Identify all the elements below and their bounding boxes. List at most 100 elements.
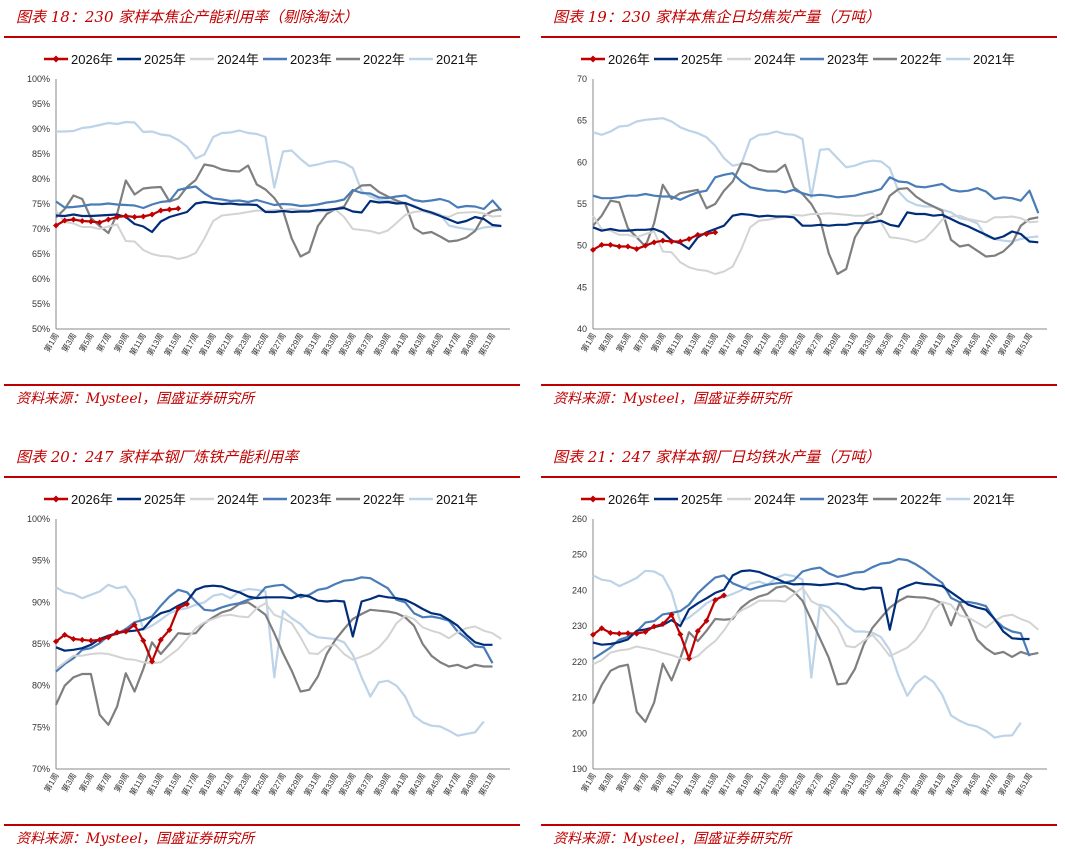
- series-point-2026: [105, 634, 112, 641]
- source-note: 资料来源：Mysteel，国盛证券研究所: [16, 831, 255, 847]
- legend-label-2024: 2024年: [754, 52, 796, 67]
- chart-panel-hot-metal: 图表 21：247 家样本钢厂日均铁水产量（万吨） 190 200 210 220 23…: [541, 440, 1061, 866]
- x-tick-label: 第7周: [631, 771, 650, 794]
- series-point-2026: [677, 631, 684, 638]
- series-point-2026: [105, 216, 112, 223]
- x-tick-label: 第9周: [649, 331, 668, 354]
- title-rule: [541, 476, 1057, 478]
- x-tick-label: 第3周: [596, 771, 615, 794]
- series-point-2026: [122, 213, 129, 219]
- legend-label-2022: 2022年: [900, 492, 942, 507]
- series-line-2023: [55, 576, 494, 673]
- series-point-2026: [703, 617, 710, 624]
- y-tick-label: 190: [572, 764, 587, 774]
- y-tick-label: 65%: [32, 249, 50, 259]
- series-point-2026: [703, 231, 710, 237]
- y-tick-label: 90%: [32, 124, 50, 134]
- series-line-2025: [592, 569, 1030, 646]
- series-line-2025: [55, 199, 502, 234]
- series-point-2026: [79, 218, 86, 224]
- x-tick-label: 第7周: [631, 331, 650, 354]
- source-rule: [4, 824, 520, 826]
- legend-label-2024: 2024年: [217, 52, 259, 67]
- y-tick-label: 70: [577, 74, 587, 84]
- x-tick-label: 第7周: [94, 331, 113, 354]
- series-point-2026: [686, 236, 693, 242]
- y-tick-label: 50%: [32, 324, 50, 334]
- chart-ironmaking-utilization: 70%75%80%85%90%95%100%第1周 第3周 第5周 第7周 第9周第11…: [27, 492, 510, 798]
- chart-panel-capacity-coking: 图表 18：230 家样本焦企产能利用率（剔除淘汰） 50% 55% 60% 65% 7…: [4, 0, 524, 426]
- legend-label-2021: 2021年: [973, 52, 1015, 67]
- series-point-2026: [96, 219, 103, 226]
- series-point-2026: [659, 237, 666, 244]
- series-point-2026: [122, 628, 129, 635]
- series-point-2026: [70, 216, 77, 223]
- legend-marker-2026: [589, 495, 597, 503]
- legend-label-2022: 2022年: [363, 52, 405, 67]
- chart-panel-coke-output: 图表 19：230 家样本焦企日均焦炭产量（万吨） 40 45 50 55 60 65 70…: [541, 0, 1061, 426]
- y-tick-label: 95%: [32, 556, 50, 566]
- legend-label-2023: 2023年: [290, 492, 332, 507]
- x-tick-label: 第9周: [112, 771, 131, 794]
- y-tick-label: 75%: [32, 199, 50, 209]
- series-point-2026: [166, 626, 173, 633]
- y-tick-label: 220: [572, 657, 587, 667]
- series-point-2026: [149, 211, 156, 218]
- legend-marker-2026: [52, 55, 60, 63]
- x-tick-label: 第9周: [649, 771, 668, 794]
- legend-label-2026: 2026年: [608, 492, 650, 507]
- chart-panel-ironmaking-capacity: 图表 20：247 家样本钢厂炼铁产能利用率 70% 75% 80% 85% 90% 95…: [4, 440, 524, 866]
- series-point-2026: [607, 241, 614, 248]
- legend-label-2026: 2026年: [71, 52, 113, 67]
- series-point-2026: [157, 207, 164, 214]
- y-tick-label: 210: [572, 693, 587, 703]
- series-point-2026: [53, 222, 59, 229]
- legend-label-2025: 2025年: [144, 492, 186, 507]
- y-tick-label: 260: [572, 514, 587, 524]
- x-tick-label: 第3周: [596, 331, 615, 354]
- legend-label-2022: 2022年: [363, 492, 405, 507]
- series-point-2026: [633, 630, 640, 637]
- legend-label-2023: 2023年: [290, 52, 332, 67]
- series-point-2026: [616, 243, 623, 250]
- series-point-2026: [659, 621, 666, 627]
- series-point-2026: [87, 218, 94, 225]
- series-point-2026: [624, 630, 631, 637]
- source-rule: [541, 384, 1057, 386]
- y-tick-label: 80%: [32, 681, 50, 691]
- figure-title: 图表 19：230 家样本焦企日均焦炭产量（万吨）: [553, 8, 881, 26]
- x-tick-label: 第5周: [77, 331, 96, 354]
- series-point-2026: [590, 631, 596, 638]
- series-point-2026: [720, 592, 727, 599]
- series-point-2026: [70, 636, 77, 642]
- series-point-2026: [131, 214, 138, 220]
- series-point-2026: [694, 231, 701, 238]
- x-tick-label: 第51周: [1013, 331, 1034, 358]
- series-point-2026: [175, 205, 182, 212]
- y-tick-label: 55: [577, 199, 587, 209]
- series-point-2026: [114, 214, 121, 220]
- source-rule: [541, 824, 1057, 826]
- y-tick-label: 100%: [27, 74, 50, 84]
- series-line-2021: [55, 583, 485, 737]
- series-point-2026: [712, 229, 719, 236]
- series-point-2026: [677, 238, 684, 245]
- y-tick-label: 85%: [32, 639, 50, 649]
- series-line-2025: [55, 584, 493, 652]
- series-point-2026: [149, 658, 156, 665]
- figure-title: 图表 21：247 家样本钢厂日均铁水产量（万吨）: [553, 448, 881, 466]
- series-point-2026: [686, 655, 693, 662]
- x-tick-label: 第3周: [59, 771, 78, 794]
- series-point-2026: [642, 628, 649, 635]
- x-tick-label: 第7周: [94, 771, 113, 794]
- x-tick-label: 第5周: [77, 771, 96, 794]
- title-rule: [4, 36, 520, 38]
- legend-marker-2026: [52, 495, 60, 503]
- series-point-2026: [140, 637, 147, 644]
- series-line-2023: [592, 557, 1031, 660]
- x-tick-label: 第51周: [476, 331, 497, 358]
- series-point-2026: [53, 638, 59, 645]
- y-tick-label: 95%: [32, 99, 50, 109]
- x-tick-label: 第9周: [112, 331, 131, 354]
- series-point-2026: [96, 636, 103, 643]
